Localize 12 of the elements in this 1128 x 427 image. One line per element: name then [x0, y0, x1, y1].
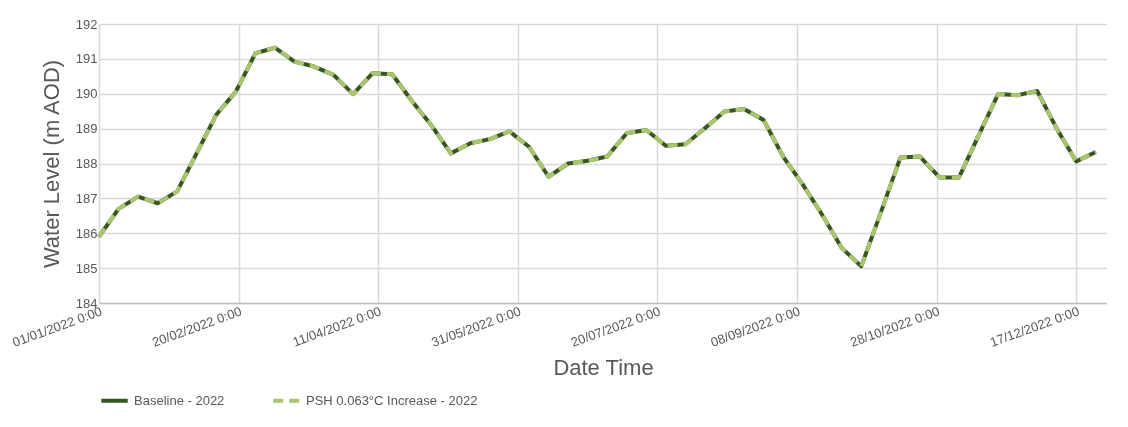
- y-tick-label: 187: [75, 190, 98, 206]
- x-axis-title: Date Time: [553, 354, 654, 380]
- y-tick-label: 188: [75, 156, 98, 171]
- y-tick-label: 190: [75, 86, 98, 102]
- legend-label: PSH 0.063°C Increase - 2022: [306, 392, 478, 408]
- y-tick-label: 192: [75, 16, 98, 32]
- y-tick-label: 185: [75, 260, 98, 276]
- y-tick-label: 186: [75, 225, 98, 241]
- y-tick-label: 191: [75, 51, 98, 67]
- y-tick-label: 189: [75, 121, 98, 137]
- y-axis-title: Water Level (m AOD): [38, 59, 64, 269]
- legend-label: Baseline - 2022: [134, 392, 225, 408]
